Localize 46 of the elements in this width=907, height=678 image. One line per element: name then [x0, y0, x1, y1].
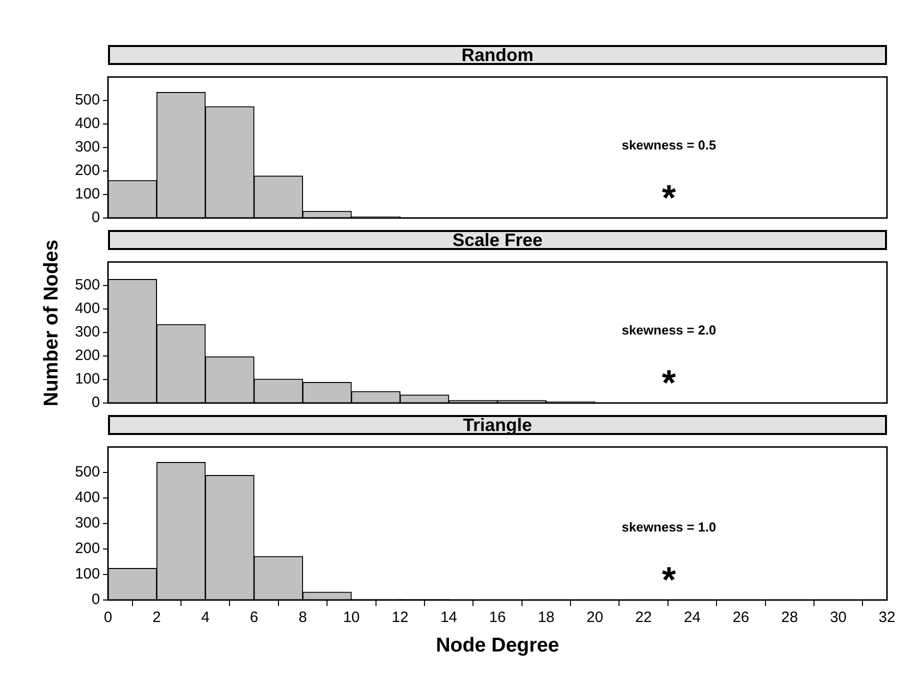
y-tick-label: 100 [74, 370, 100, 388]
x-tick-label: 18 [538, 609, 555, 626]
y-tick-label: 300 [74, 324, 100, 341]
annotation: * [662, 558, 676, 600]
chart-title: Random [108, 45, 887, 65]
y-tick-label: 200 [74, 540, 100, 558]
y-tick-label: 100 [74, 566, 100, 583]
chart-title: Scale Free [108, 230, 887, 250]
x-tick-label: 2 [152, 609, 161, 626]
x-tick-label: 26 [732, 609, 750, 626]
y-tick-label: 300 [74, 138, 100, 156]
y-tick-label: 400 [74, 115, 100, 132]
y-tick-label: 400 [74, 489, 100, 506]
y-tick-label: 500 [74, 92, 100, 109]
x-tick-label: 16 [489, 609, 506, 626]
annotation: skewness = 0.5 [622, 138, 716, 153]
annotation: skewness = 2.0 [622, 322, 716, 338]
y-tick-label: 200 [74, 347, 100, 364]
y-tick-label: 0 [92, 591, 100, 608]
x-tick-label: 24 [684, 609, 701, 626]
x-tick-label: 12 [392, 609, 408, 626]
annotation: * [662, 362, 676, 403]
x-tick-label: 4 [201, 609, 210, 626]
x-axis-title: Node Degree [436, 634, 560, 657]
x-tick-label: 30 [830, 609, 847, 626]
x-tick-label: 6 [250, 609, 258, 626]
y-tick-label: 500 [74, 276, 100, 294]
x-tick-label: 28 [781, 609, 798, 626]
x-tick-label: 32 [878, 609, 896, 626]
x-tick-label: 22 [635, 609, 652, 626]
y-tick-label: 300 [74, 514, 100, 532]
y-tick-label: 0 [92, 209, 100, 226]
x-tick-label: 10 [343, 609, 360, 626]
annotation: skewness = 1.0 [622, 520, 716, 535]
chart-title: Triangle [108, 415, 887, 435]
y-tick-label: 500 [74, 464, 100, 481]
x-tick-label: 20 [586, 609, 604, 626]
y-tick-label: 400 [74, 300, 100, 318]
y-tick-label: 100 [74, 186, 100, 203]
y-axis-title: Number of Nodes [40, 239, 64, 406]
x-tick-label: 8 [298, 609, 307, 626]
annotation: * [662, 176, 676, 218]
y-tick-label: 0 [92, 394, 100, 412]
x-tick-label: 0 [104, 609, 112, 626]
x-tick-label: 14 [440, 609, 458, 626]
y-tick-label: 200 [74, 162, 100, 180]
